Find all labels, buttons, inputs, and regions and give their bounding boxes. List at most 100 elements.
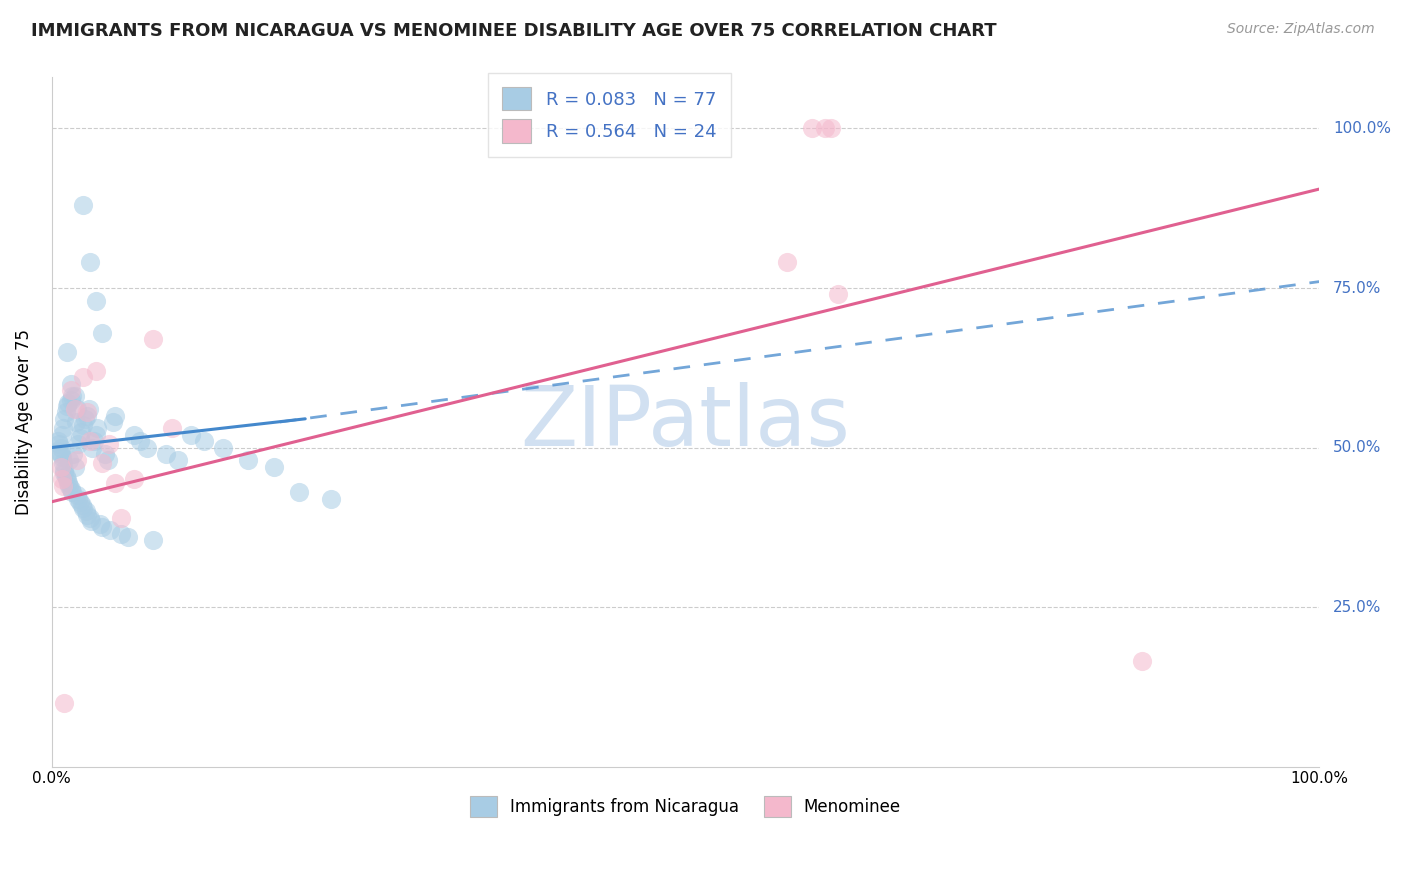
Text: 75.0%: 75.0%: [1333, 280, 1381, 295]
Point: [193, 434, 215, 449]
Point: [84, 293, 107, 308]
Text: 25.0%: 25.0%: [1333, 599, 1381, 615]
Point: [58, 475, 80, 490]
Point: [91, 457, 114, 471]
Point: [160, 421, 183, 435]
Point: [129, 434, 152, 449]
Point: [72, 418, 94, 433]
Text: ZIPatlas: ZIPatlas: [520, 382, 851, 462]
Point: [48, 437, 70, 451]
Point: [91, 326, 114, 340]
Point: [104, 475, 127, 490]
Point: [49, 447, 72, 461]
Y-axis label: Disability Age Over 75: Disability Age Over 75: [15, 329, 32, 515]
Point: [70, 425, 93, 439]
Text: Source: ZipAtlas.com: Source: ZipAtlas.com: [1227, 22, 1375, 37]
Point: [56, 344, 79, 359]
Point: [319, 491, 342, 506]
Point: [86, 421, 108, 435]
Point: [1130, 654, 1153, 668]
Point: [73, 412, 96, 426]
Point: [63, 402, 86, 417]
Point: [60, 389, 83, 403]
Point: [91, 520, 114, 534]
Point: [117, 530, 139, 544]
Point: [66, 402, 89, 417]
Point: [801, 121, 824, 136]
Point: [51, 450, 73, 464]
Point: [69, 431, 91, 445]
Point: [135, 441, 157, 455]
Point: [98, 524, 121, 538]
Point: [72, 370, 94, 384]
Point: [53, 696, 76, 710]
Point: [122, 472, 145, 486]
Point: [288, 485, 311, 500]
Point: [83, 434, 105, 449]
Point: [69, 495, 91, 509]
Point: [238, 453, 260, 467]
Point: [77, 402, 100, 417]
Point: [67, 491, 90, 506]
Point: [76, 405, 98, 419]
Point: [79, 255, 101, 269]
Point: [110, 526, 132, 541]
Point: [67, 437, 90, 451]
Point: [53, 412, 76, 426]
Point: [63, 459, 86, 474]
Text: 50.0%: 50.0%: [1333, 440, 1381, 455]
Point: [55, 405, 77, 419]
Point: [142, 332, 165, 346]
Point: [65, 415, 87, 429]
Point: [70, 498, 93, 512]
Point: [52, 421, 75, 435]
Point: [84, 427, 107, 442]
Point: [58, 479, 80, 493]
Point: [76, 508, 98, 522]
Point: [776, 255, 799, 269]
Point: [46, 443, 69, 458]
Point: [49, 459, 72, 474]
Point: [59, 482, 82, 496]
Point: [59, 392, 82, 407]
Point: [72, 501, 94, 516]
Point: [211, 441, 233, 455]
Point: [46, 434, 69, 449]
Point: [814, 121, 837, 136]
Point: [84, 364, 107, 378]
Point: [94, 447, 117, 461]
Point: [110, 510, 132, 524]
Point: [56, 472, 79, 486]
Point: [72, 198, 94, 212]
Point: [76, 409, 98, 423]
Point: [53, 466, 76, 480]
Point: [60, 485, 83, 500]
Point: [63, 389, 86, 403]
Point: [51, 472, 73, 486]
Point: [101, 415, 124, 429]
Point: [142, 533, 165, 547]
Point: [820, 121, 842, 136]
Point: [180, 427, 202, 442]
Point: [82, 441, 104, 455]
Point: [59, 376, 82, 391]
Point: [58, 396, 80, 410]
Point: [155, 447, 177, 461]
Point: [56, 399, 79, 413]
Point: [53, 463, 76, 477]
Point: [89, 517, 111, 532]
Point: [59, 383, 82, 397]
Legend: Immigrants from Nicaragua, Menominee: Immigrants from Nicaragua, Menominee: [463, 789, 908, 823]
Point: [79, 510, 101, 524]
Point: [97, 437, 120, 451]
Point: [52, 479, 75, 493]
Point: [96, 453, 118, 467]
Point: [66, 488, 89, 502]
Point: [55, 469, 77, 483]
Point: [58, 453, 80, 467]
Point: [51, 427, 73, 442]
Point: [122, 427, 145, 442]
Point: [827, 287, 849, 301]
Point: [75, 504, 97, 518]
Text: IMMIGRANTS FROM NICARAGUA VS MENOMINEE DISABILITY AGE OVER 75 CORRELATION CHART: IMMIGRANTS FROM NICARAGUA VS MENOMINEE D…: [31, 22, 997, 40]
